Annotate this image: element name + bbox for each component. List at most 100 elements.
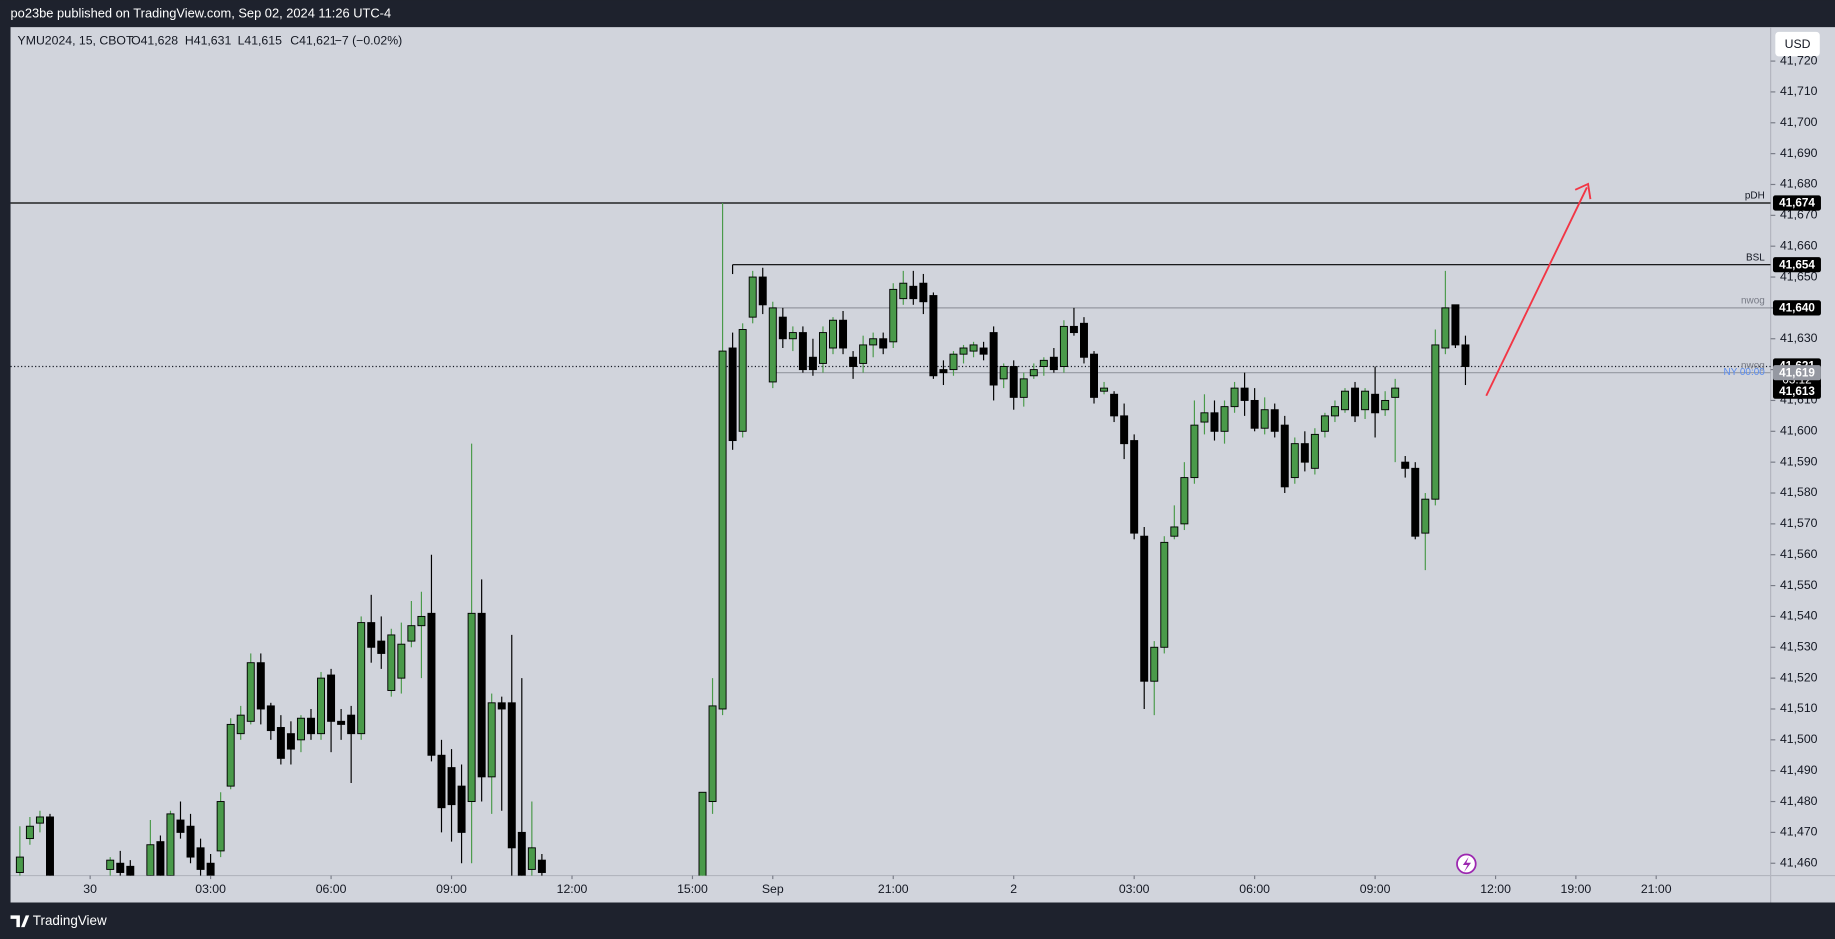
candle-body (397, 643, 406, 679)
candle-body (949, 353, 958, 371)
candle-body (296, 717, 305, 741)
candle-body (1100, 387, 1109, 392)
level-price-box (1772, 195, 1821, 211)
x-tick-label: 06:00 (1239, 882, 1270, 896)
candle-body (1280, 424, 1289, 488)
change: −7 (−0.02%) (335, 33, 403, 47)
chart-background (10, 27, 1835, 903)
y-tick-label: 41,550 (1780, 578, 1818, 592)
y-tick-label: 41,570 (1780, 516, 1818, 530)
currency[interactable]: USD (1785, 37, 1811, 51)
candle-body (1361, 390, 1370, 411)
publish-header: po23be published on TradingView.com, Sep… (11, 6, 392, 21)
candle-body (116, 862, 125, 873)
x-tick-label: Sep (762, 882, 784, 896)
candle-body (1170, 526, 1179, 537)
y-tick-label: 41,470 (1780, 825, 1818, 839)
candle-body (317, 677, 326, 735)
price-mark-box (1772, 383, 1821, 399)
candle-body (246, 662, 255, 722)
x-tick-label: 30 (83, 882, 97, 896)
session-label: NY 00:00 (1724, 367, 1766, 378)
candle-body (1381, 399, 1390, 411)
candle-body (1110, 393, 1119, 417)
level-price-label: 41,640 (1779, 302, 1815, 315)
x-tick-label: 21:00 (878, 882, 909, 896)
candle-body (1200, 412, 1209, 423)
candle-body (527, 847, 536, 870)
y-tick-label: 41,590 (1780, 454, 1818, 468)
candle-body (909, 285, 918, 300)
candle-body (537, 859, 546, 873)
candle-body (307, 717, 315, 735)
candle-body (1240, 387, 1249, 401)
y-tick-label: 41,690 (1780, 146, 1818, 160)
ohlc-high: H41,631 (185, 33, 232, 47)
candle-body (196, 847, 205, 870)
candle-body (728, 347, 737, 442)
candle-body (146, 844, 155, 876)
y-tick-label: 41,480 (1780, 794, 1818, 808)
candle-body (1411, 467, 1420, 537)
level-price-label: 41,619 (1779, 366, 1815, 379)
y-tick-label: 41,630 (1780, 331, 1818, 345)
candle-body (969, 344, 978, 352)
candle-body (1059, 325, 1068, 367)
candle-body (1431, 344, 1440, 500)
candle-body (1230, 387, 1239, 408)
candle-body (1130, 440, 1139, 534)
arrow-line (1485, 187, 1588, 397)
candle-body (1079, 322, 1088, 358)
candle-body (788, 332, 797, 340)
candle-body (1300, 443, 1309, 463)
candle-body (939, 369, 948, 374)
currency-button[interactable] (1775, 31, 1820, 57)
x-tick-label: 06:00 (316, 882, 347, 896)
candle-body (1120, 415, 1129, 445)
y-tick-label: 41,660 (1780, 238, 1818, 252)
symbol: YMU2024, 15, CBOT (18, 33, 134, 47)
candle-body (768, 307, 777, 383)
candle-body (186, 825, 195, 858)
icon-bolt[interactable] (1462, 856, 1472, 873)
y-tick-label: 41,460 (1780, 855, 1818, 869)
x-tick-label: 21:00 (1641, 882, 1672, 896)
candle-body (1421, 498, 1430, 534)
y-tick-label: 41,720 (1780, 53, 1818, 67)
candle-body (1330, 406, 1339, 417)
candle-body (859, 344, 868, 364)
ohlc-low: L41,615 (238, 33, 283, 47)
candle-body (698, 791, 707, 876)
legend: YMU2024, 15, CBOT O41,628 H41,631 L41,61… (18, 33, 403, 47)
candle-body (899, 282, 908, 300)
annotation-arrow (1485, 182, 1592, 397)
x-tick-label: 03:00 (1119, 882, 1150, 896)
candle-body (1090, 353, 1099, 398)
x-tick-label: 15:00 (677, 882, 708, 896)
x-tick-label: 03:00 (195, 882, 226, 896)
candle-body (718, 350, 727, 710)
candle-body (708, 705, 717, 803)
candle-body (999, 366, 1008, 380)
candle-body (266, 705, 275, 732)
candle-body (437, 754, 446, 809)
candle-body (1270, 409, 1279, 432)
candle-body (216, 801, 225, 852)
candle-body (869, 338, 878, 346)
candle-body (778, 316, 787, 340)
candle-body (35, 816, 44, 824)
candle-body (1290, 443, 1299, 479)
candle-body (889, 288, 898, 343)
level-name: nwog (1741, 295, 1765, 306)
candle-body (1451, 304, 1460, 346)
candle-body (166, 813, 175, 876)
replay-icon[interactable] (1456, 853, 1477, 875)
candle-body (507, 702, 516, 849)
level-price-label: 41,674 (1779, 197, 1815, 210)
footer-brand: TradingView (33, 913, 107, 928)
candle-body (407, 625, 416, 642)
y-tick-label: 41,500 (1780, 732, 1818, 746)
candle-body (1190, 424, 1199, 479)
y-tick-label: 41,560 (1780, 547, 1818, 561)
candle-body (477, 612, 486, 778)
